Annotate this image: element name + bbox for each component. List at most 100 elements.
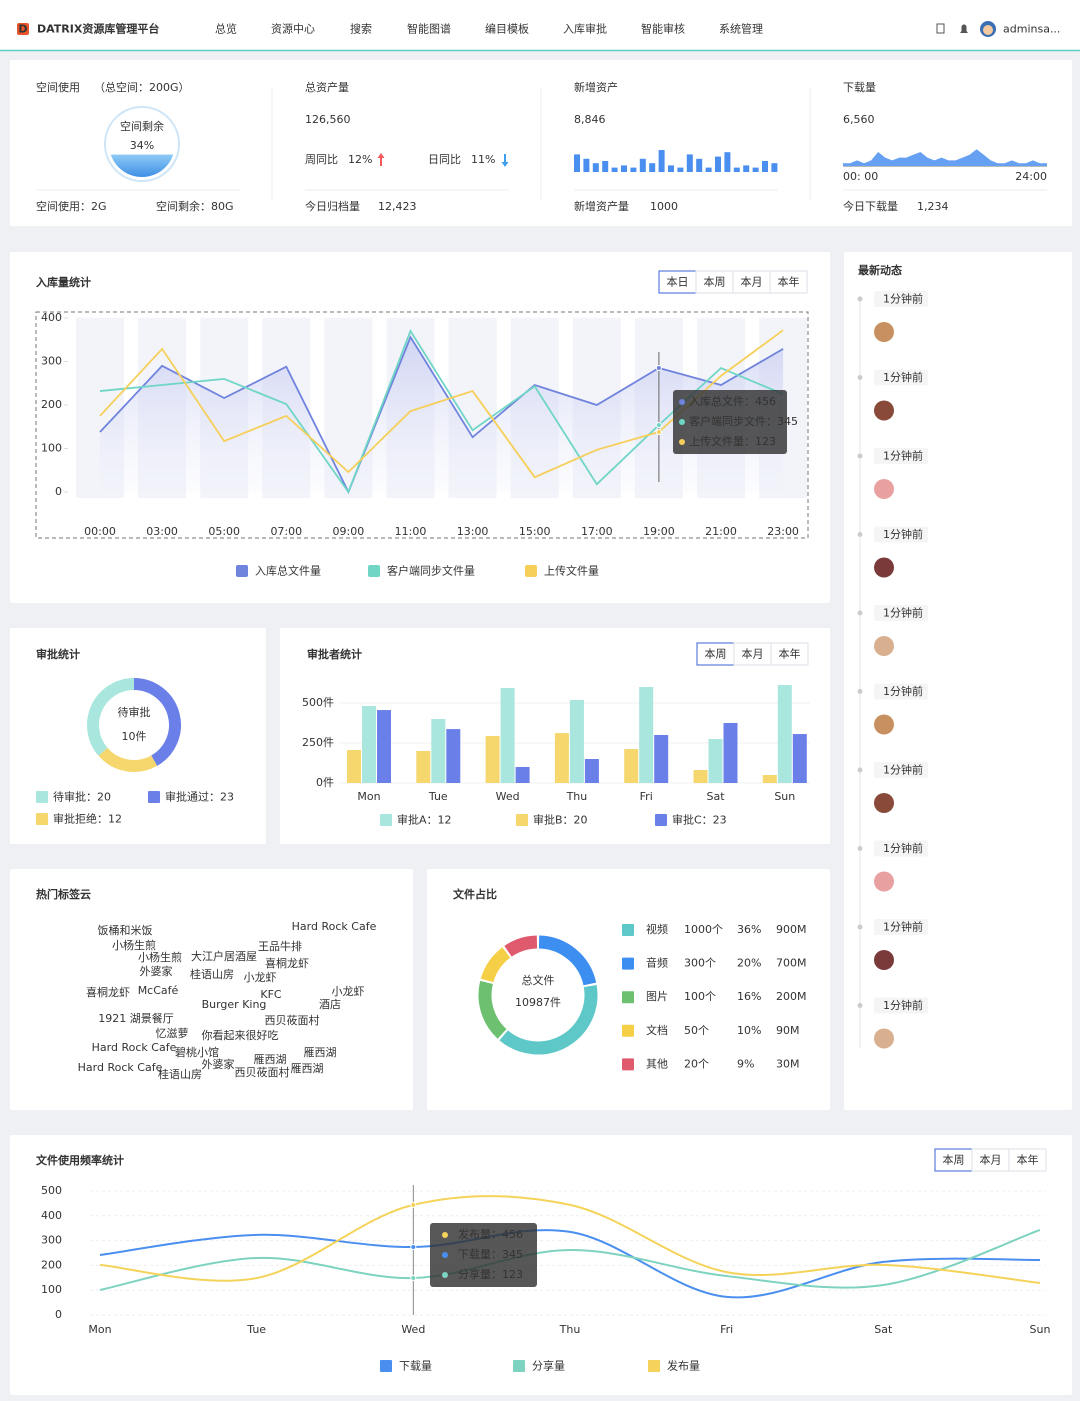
avatar-face (983, 25, 993, 35)
stat-title: 新增资产 (574, 80, 618, 94)
nav-item[interactable]: 总览 (215, 22, 237, 36)
activity-avatar (874, 400, 894, 421)
app-title: DATRIX资源库管理平台 (37, 22, 159, 36)
tag-word: 王品牛排 (258, 939, 302, 953)
series-line (99, 329, 784, 494)
card-title: 审批统计 (36, 647, 80, 661)
legend-swatch (36, 813, 48, 825)
bell-icon[interactable] (960, 24, 968, 34)
tooltip (673, 390, 787, 454)
donut-segment (133, 678, 181, 766)
activity-time: 1分钟前 (883, 841, 923, 855)
timeline-dot (857, 1003, 863, 1008)
x-tick-label: Sun (1030, 1323, 1051, 1336)
timeline-dot (857, 296, 863, 302)
legend-label: 审批通过：23 (165, 790, 234, 804)
stat-change: 12% (348, 153, 372, 166)
x-tick-label: Wed (401, 1323, 425, 1336)
activity-avatar (874, 479, 894, 499)
legend-swatch (622, 924, 634, 936)
tab-label[interactable]: 本周 (705, 647, 727, 661)
donut-segment (478, 980, 507, 1039)
x-tick-label: 19:00 (643, 525, 675, 538)
bar (485, 735, 500, 783)
legend-label: 文档 (646, 1023, 668, 1037)
legend-swatch (36, 791, 48, 803)
timeline-dot (857, 689, 863, 694)
nav-item[interactable]: 编目模板 (485, 22, 529, 36)
activity-time: 1分钟前 (883, 763, 923, 777)
tab-label[interactable]: 本周 (943, 1153, 965, 1167)
trash-icon[interactable] (936, 23, 945, 34)
legend-label: 视频 (646, 922, 668, 936)
axis-label: 24:00 (1015, 170, 1047, 183)
tab-label[interactable]: 本月 (741, 275, 763, 289)
user-name[interactable]: adminsa... (1003, 23, 1060, 36)
x-tick-label: Wed (496, 790, 520, 803)
mini-bar (743, 165, 750, 172)
nav-item[interactable]: 入库审批 (563, 22, 607, 36)
bar (416, 751, 431, 783)
nav-item[interactable]: 资源中心 (271, 22, 315, 36)
card-title: 审批者统计 (307, 647, 362, 661)
card-title: 入库量统计 (36, 275, 91, 289)
bar (500, 687, 515, 783)
arrow-up (377, 153, 385, 166)
tab[interactable] (770, 642, 809, 666)
stat-note: （总空间：200G） (94, 80, 190, 94)
bar (515, 767, 530, 783)
file-count: 50个 (684, 1024, 709, 1037)
tab[interactable] (1008, 1148, 1047, 1172)
legend-swatch (380, 1360, 392, 1372)
x-tick-label: 17:00 (581, 525, 613, 538)
mini-bar (630, 167, 637, 172)
mini-bar (658, 150, 665, 172)
nav-item[interactable]: 智能图谱 (407, 22, 451, 36)
approval-card (10, 628, 266, 844)
y-tick-label: 200 (41, 1258, 62, 1271)
series-line (99, 335, 784, 495)
x-tick-label: Mon (357, 790, 380, 803)
time-tag (874, 919, 928, 935)
x-tick-label: 00:00 (84, 525, 116, 538)
legend-swatch (236, 565, 248, 577)
x-tick-label: 23:00 (767, 525, 799, 538)
legend-label: 客户端同步文件量 (387, 564, 475, 578)
tooltip-point (655, 422, 662, 429)
file-percent: 10% (737, 1024, 761, 1037)
tooltip-point (410, 1244, 417, 1251)
time-tag (874, 762, 928, 778)
tag-word: 酒店 (319, 997, 341, 1011)
file-count: 300个 (684, 957, 716, 970)
legend-swatch (622, 1024, 634, 1037)
nav-item[interactable]: 系统管理 (719, 22, 763, 36)
donut-label: 总文件 (522, 973, 555, 987)
mini-bar (602, 161, 609, 172)
time-tag (874, 448, 928, 464)
x-tick-label: Tue (428, 790, 448, 803)
legend-label: 待审批：20 (53, 790, 111, 804)
bar (377, 710, 391, 783)
bar (693, 770, 708, 783)
tab-label[interactable]: 本日 (667, 275, 689, 289)
tab-label[interactable]: 本年 (778, 275, 800, 289)
tab-label[interactable]: 本月 (742, 647, 764, 661)
x-tick-label: 13:00 (457, 525, 489, 538)
activity-avatar (874, 871, 894, 892)
nav-item[interactable]: 智能审核 (641, 22, 685, 36)
tab-label[interactable]: 本年 (1017, 1153, 1039, 1167)
legend-label: 审批A：12 (397, 813, 452, 827)
legend-swatch (380, 814, 392, 826)
tab-label[interactable]: 本周 (704, 275, 726, 289)
tab-label[interactable]: 本年 (779, 647, 801, 661)
bar (654, 735, 669, 783)
tab-label[interactable]: 本月 (980, 1153, 1002, 1167)
legend-label: 审批C：23 (672, 813, 727, 827)
legend-label: 入库总文件量 (255, 564, 321, 578)
nav-item[interactable]: 搜索 (350, 22, 372, 36)
series-line (99, 1229, 1041, 1299)
tab[interactable] (769, 270, 808, 294)
tag-word: 小龙虾 (332, 985, 365, 998)
tag-word: Hard Rock Cafe (92, 1041, 177, 1054)
